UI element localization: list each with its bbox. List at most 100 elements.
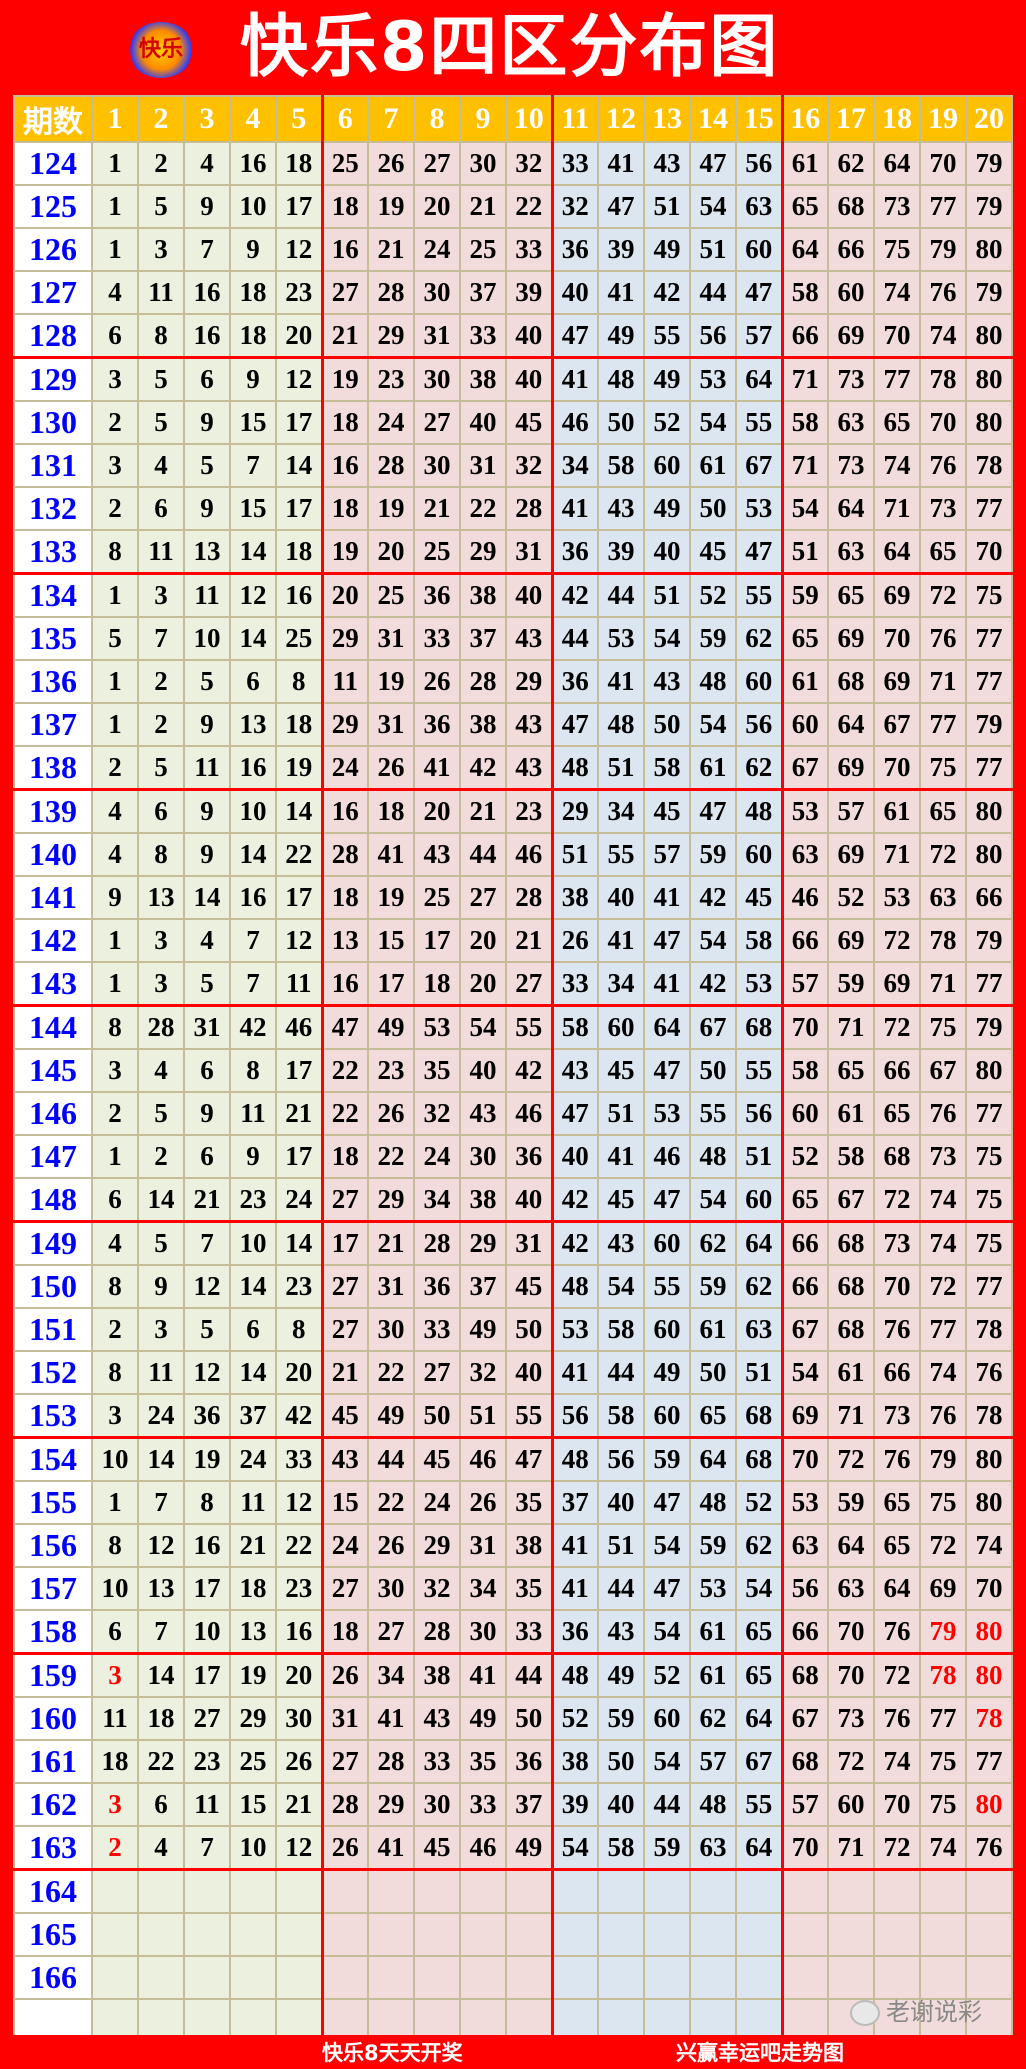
number-cell: 67 xyxy=(919,1048,967,1093)
number-cell: 75 xyxy=(873,227,921,272)
number-cell: 47 xyxy=(643,1566,691,1611)
number-cell: 6 xyxy=(183,1048,231,1093)
number-cell: 2 xyxy=(91,745,139,791)
number-cell: 65 xyxy=(780,1177,829,1223)
number-cell: 73 xyxy=(873,1220,921,1266)
number-cell: 73 xyxy=(827,443,875,488)
number-cell: 43 xyxy=(643,141,691,186)
number-cell: 40 xyxy=(643,529,691,575)
number-cell xyxy=(505,1912,553,1957)
number-cell: 14 xyxy=(137,1177,185,1223)
number-cell: 59 xyxy=(689,832,737,877)
number-cell xyxy=(91,1912,139,1957)
number-cell: 48 xyxy=(550,1264,599,1309)
number-cell: 35 xyxy=(459,1739,507,1784)
number-cell: 49 xyxy=(367,1004,415,1050)
number-cell: 61 xyxy=(689,443,737,488)
number-cell: 60 xyxy=(780,702,829,747)
number-cell xyxy=(413,1955,461,2000)
number-cell: 31 xyxy=(505,529,553,575)
number-cell: 73 xyxy=(873,184,921,229)
number-cell: 41 xyxy=(550,1350,599,1395)
number-cell: 65 xyxy=(780,184,829,229)
header-position-7: 7 xyxy=(367,95,415,143)
number-cell xyxy=(91,1868,139,1914)
number-cell: 9 xyxy=(91,875,139,920)
number-cell: 20 xyxy=(367,529,415,575)
number-cell: 49 xyxy=(643,227,691,272)
number-cell: 76 xyxy=(919,616,967,661)
number-cell: 77 xyxy=(965,659,1013,704)
number-cell: 35 xyxy=(413,1048,461,1093)
number-cell: 34 xyxy=(550,443,599,488)
number-cell: 48 xyxy=(550,745,599,791)
number-cell: 17 xyxy=(275,184,323,229)
number-cell: 75 xyxy=(965,1177,1013,1223)
number-cell: 62 xyxy=(689,1220,737,1266)
number-cell: 11 xyxy=(183,1782,231,1827)
number-cell: 6 xyxy=(183,1134,231,1179)
number-cell: 53 xyxy=(689,356,737,402)
number-cell: 32 xyxy=(459,1350,507,1395)
number-cell: 80 xyxy=(965,1436,1013,1482)
number-cell: 28 xyxy=(413,1220,461,1266)
table-row: 143 1 3 5 7 11 16 17 18 20 27 33 34 41 42 53 57 59 69 71 77 xyxy=(13,961,1013,1007)
number-cell: 53 xyxy=(689,1566,737,1611)
number-cell: 51 xyxy=(459,1393,507,1439)
number-cell: 26 xyxy=(367,745,415,791)
number-cell: 76 xyxy=(919,1091,967,1136)
number-cell: 11 xyxy=(229,1091,277,1136)
number-cell: 31 xyxy=(459,443,507,488)
number-cell: 22 xyxy=(275,832,323,877)
table-row: 154 10 14 19 24 33 43 44 45 46 47 48 56 59 64 68 70 72 76 7… xyxy=(13,1436,1013,1482)
number-cell: 66 xyxy=(827,227,875,272)
number-cell: 74 xyxy=(919,1177,967,1223)
number-cell: 4 xyxy=(91,1220,139,1266)
number-cell: 49 xyxy=(643,356,691,402)
number-cell: 8 xyxy=(91,529,139,575)
number-cell: 75 xyxy=(965,572,1013,618)
header-position-3: 3 xyxy=(183,95,231,143)
number-cell: 80 xyxy=(965,400,1013,445)
number-cell xyxy=(827,1868,875,1914)
number-cell: 26 xyxy=(459,1480,507,1525)
number-cell: 18 xyxy=(320,486,369,531)
number-cell: 42 xyxy=(550,1220,599,1266)
number-cell: 18 xyxy=(275,141,323,186)
number-cell: 70 xyxy=(827,1609,875,1655)
number-cell: 53 xyxy=(550,1307,599,1352)
number-cell: 30 xyxy=(459,141,507,186)
number-cell: 80 xyxy=(965,788,1013,834)
number-cell: 6 xyxy=(183,356,231,402)
number-cell: 17 xyxy=(183,1652,231,1698)
number-cell: 18 xyxy=(229,313,277,359)
number-cell: 44 xyxy=(367,1436,415,1482)
number-cell: 3 xyxy=(91,1782,139,1827)
number-cell: 58 xyxy=(597,443,645,488)
period-cell: 132 xyxy=(13,486,93,531)
number-cell xyxy=(320,1868,369,1914)
number-cell: 3 xyxy=(91,443,139,488)
number-cell: 8 xyxy=(91,1264,139,1309)
number-cell: 12 xyxy=(229,572,277,618)
number-cell: 64 xyxy=(827,702,875,747)
number-cell: 77 xyxy=(965,1739,1013,1784)
table-row: 147 1 2 6 9 17 18 22 24 30 36 40 41 46 48 51 52 58 68 73 75 xyxy=(13,1134,1013,1179)
number-cell: 12 xyxy=(275,1480,323,1525)
footer-right-text: 兴赢幸运吧走势图 xyxy=(676,2041,844,2065)
number-cell: 4 xyxy=(137,1825,185,1871)
number-cell: 45 xyxy=(597,1048,645,1093)
number-cell: 19 xyxy=(320,356,369,402)
number-cell: 48 xyxy=(689,1480,737,1525)
number-cell: 77 xyxy=(965,616,1013,661)
header-position-14: 14 xyxy=(689,95,737,143)
number-cell: 75 xyxy=(919,1782,967,1827)
number-cell: 70 xyxy=(965,1566,1013,1611)
number-cell: 17 xyxy=(320,1220,369,1266)
number-cell: 55 xyxy=(597,832,645,877)
number-cell xyxy=(229,1868,277,1914)
table-row: 146 2 5 9 11 21 22 26 32 43 46 47 51 53 55 56 60 61 65 76 77 xyxy=(13,1091,1013,1136)
header-position-15: 15 xyxy=(735,95,783,143)
number-cell: 11 xyxy=(137,529,185,575)
number-cell: 79 xyxy=(919,227,967,272)
